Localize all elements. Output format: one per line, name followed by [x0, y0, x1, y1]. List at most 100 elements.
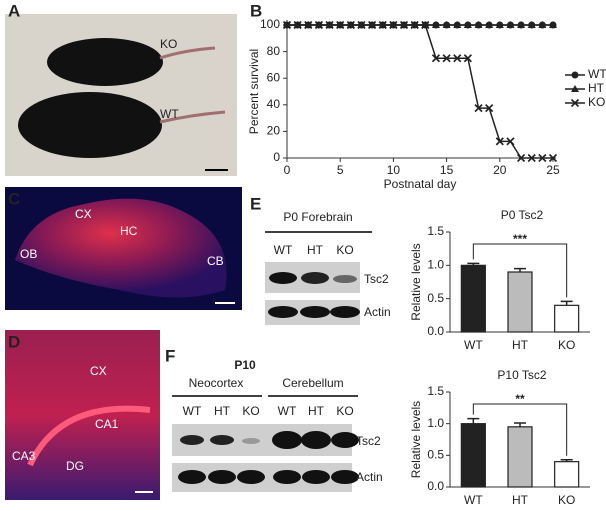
marker — [517, 153, 526, 163]
marker — [304, 20, 313, 30]
marker — [453, 54, 462, 63]
error-bar — [560, 300, 573, 306]
row-label: Actin — [356, 470, 383, 484]
bar — [507, 426, 533, 488]
marker — [517, 21, 526, 28]
photo-label: KO — [160, 37, 177, 51]
lane-label: KO — [242, 404, 259, 418]
y-axis-label: Relative levels — [409, 243, 423, 320]
marker — [431, 21, 440, 28]
x-tick-label: 10 — [387, 163, 401, 177]
marker — [463, 54, 472, 63]
panel-label: A — [8, 1, 20, 20]
legend-marker — [571, 85, 579, 92]
x-tick-label: HT — [512, 493, 529, 507]
band — [333, 275, 357, 283]
panel-label: E — [250, 194, 261, 213]
band — [237, 470, 265, 484]
marker — [485, 104, 494, 113]
x-tick-label: 25 — [546, 163, 560, 177]
y-tick-label: 1.5 — [427, 224, 444, 238]
legend-marker — [571, 71, 579, 79]
marker — [442, 54, 451, 63]
band — [242, 438, 260, 444]
x-tick-label: HT — [512, 338, 529, 352]
x-tick-label: WT — [464, 493, 483, 507]
marker — [474, 104, 483, 113]
group-label: Neocortex — [189, 376, 244, 390]
marker — [314, 20, 323, 30]
y-tick-label: 20 — [267, 124, 281, 138]
lane-label: KO — [336, 243, 353, 257]
panel-label: B — [250, 1, 262, 20]
band — [301, 272, 329, 284]
mouse-ko — [47, 38, 163, 86]
marker — [527, 153, 536, 163]
y-tick-label: 0.5 — [427, 448, 444, 462]
row-label: Tsc2 — [356, 434, 381, 448]
y-axis-label: Percent survival — [247, 49, 261, 134]
marker — [485, 21, 494, 28]
bar — [507, 271, 533, 333]
photo-label: CX — [90, 364, 107, 378]
marker — [399, 20, 409, 30]
brain-section — [15, 198, 227, 298]
lane-label: WT — [274, 243, 293, 257]
mouse-wt — [18, 92, 162, 158]
photo-label: WT — [160, 107, 179, 121]
lane-label: KO — [336, 404, 353, 418]
y-axis-label: Relative levels — [409, 401, 423, 478]
significance-bracket — [472, 243, 568, 298]
marker — [336, 20, 345, 30]
marker — [453, 21, 462, 28]
x-tick-label: WT — [464, 338, 483, 352]
x-tick-label: 20 — [493, 163, 507, 177]
marker — [357, 20, 366, 30]
photo-label: HC — [120, 224, 138, 238]
y-tick-label: 60 — [267, 70, 281, 84]
marker — [538, 21, 547, 28]
photo-label: OB — [20, 247, 37, 261]
marker — [410, 20, 419, 30]
error-bar — [514, 422, 526, 427]
marker — [527, 21, 536, 28]
blot-title: P0 Forebrain — [283, 210, 352, 224]
y-tick-label: 1.5 — [427, 384, 444, 398]
tail — [159, 110, 226, 124]
panel-label: D — [8, 332, 20, 351]
y-tick-label: 80 — [267, 44, 281, 58]
x-tick-label: 0 — [284, 163, 291, 177]
marker — [421, 20, 430, 30]
error-bar — [467, 417, 480, 424]
legend-label: HT — [588, 81, 605, 95]
y-tick-label: 100 — [260, 17, 280, 31]
photo-label: CX — [75, 207, 92, 221]
marker — [282, 20, 292, 30]
x-tick-label: 15 — [440, 163, 454, 177]
band — [272, 431, 302, 449]
photo-label: CA1 — [95, 417, 119, 431]
marker — [389, 20, 398, 30]
bar — [554, 461, 580, 488]
axes — [286, 20, 556, 159]
lane-label: HT — [214, 404, 231, 418]
marker — [368, 20, 377, 30]
x-tick-label: 5 — [337, 163, 344, 177]
band — [301, 431, 331, 449]
y-tick-label: 1.0 — [427, 258, 444, 272]
chart-title: P10 Tsc2 — [497, 368, 546, 382]
band — [269, 272, 297, 284]
row-label: Actin — [364, 305, 391, 319]
lane-label: WT — [278, 404, 297, 418]
band — [331, 432, 359, 448]
marker — [474, 21, 483, 28]
marker — [506, 21, 515, 28]
photo-label: CA3 — [12, 449, 36, 463]
legend-label: KO — [588, 95, 605, 109]
y-tick-label: 0.0 — [427, 479, 444, 493]
x-axis-label: Postnatal day — [384, 177, 457, 191]
chart-title: P0 Tsc2 — [501, 208, 544, 222]
lane-label: HT — [307, 243, 324, 257]
group-label: Cerebellum — [282, 376, 343, 390]
bar — [460, 423, 486, 488]
